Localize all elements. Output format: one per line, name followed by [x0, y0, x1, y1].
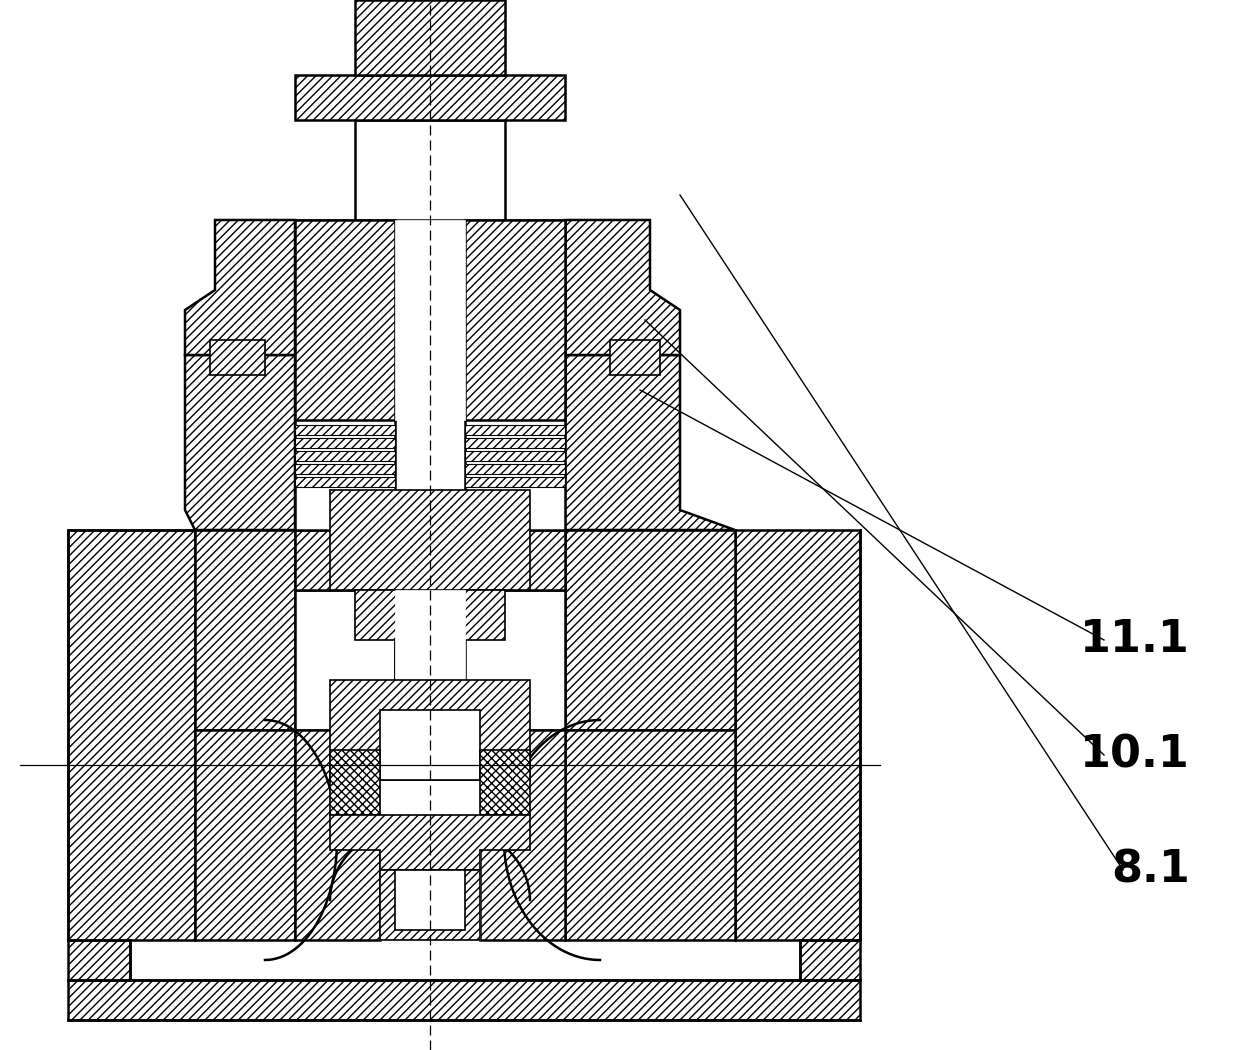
- Polygon shape: [185, 220, 295, 355]
- Polygon shape: [330, 815, 529, 870]
- Polygon shape: [379, 710, 480, 780]
- Polygon shape: [295, 438, 396, 448]
- Polygon shape: [396, 590, 465, 680]
- Polygon shape: [295, 425, 396, 435]
- Polygon shape: [295, 477, 396, 487]
- Polygon shape: [295, 220, 396, 420]
- Polygon shape: [295, 220, 565, 530]
- Text: 10.1: 10.1: [1080, 734, 1190, 777]
- Polygon shape: [800, 940, 861, 980]
- Polygon shape: [295, 530, 565, 590]
- Polygon shape: [735, 530, 861, 940]
- Polygon shape: [195, 530, 295, 730]
- Polygon shape: [465, 477, 565, 487]
- Polygon shape: [68, 530, 195, 940]
- Polygon shape: [465, 452, 565, 461]
- Polygon shape: [480, 750, 529, 815]
- Polygon shape: [565, 355, 735, 530]
- Polygon shape: [295, 452, 396, 461]
- Polygon shape: [195, 730, 295, 940]
- Polygon shape: [480, 730, 565, 940]
- Polygon shape: [379, 870, 480, 940]
- Polygon shape: [355, 0, 505, 75]
- Polygon shape: [68, 980, 861, 1020]
- Polygon shape: [355, 120, 505, 220]
- Polygon shape: [396, 0, 465, 680]
- Polygon shape: [295, 590, 565, 730]
- Polygon shape: [465, 464, 565, 474]
- Polygon shape: [379, 730, 480, 940]
- Polygon shape: [465, 220, 565, 420]
- Polygon shape: [330, 750, 379, 815]
- Polygon shape: [610, 340, 660, 375]
- Polygon shape: [330, 490, 529, 630]
- Text: 11.1: 11.1: [1080, 618, 1190, 662]
- Polygon shape: [565, 730, 735, 940]
- Polygon shape: [355, 590, 505, 680]
- Polygon shape: [465, 425, 565, 435]
- Polygon shape: [295, 75, 565, 120]
- Polygon shape: [565, 530, 735, 730]
- Polygon shape: [565, 220, 680, 355]
- Text: 8.1: 8.1: [1111, 848, 1190, 891]
- Polygon shape: [465, 438, 565, 448]
- Polygon shape: [295, 730, 379, 940]
- Polygon shape: [210, 340, 265, 375]
- Polygon shape: [295, 464, 396, 474]
- Polygon shape: [330, 680, 529, 780]
- Polygon shape: [396, 870, 465, 930]
- Polygon shape: [68, 940, 130, 980]
- Polygon shape: [185, 355, 295, 530]
- Polygon shape: [396, 220, 465, 420]
